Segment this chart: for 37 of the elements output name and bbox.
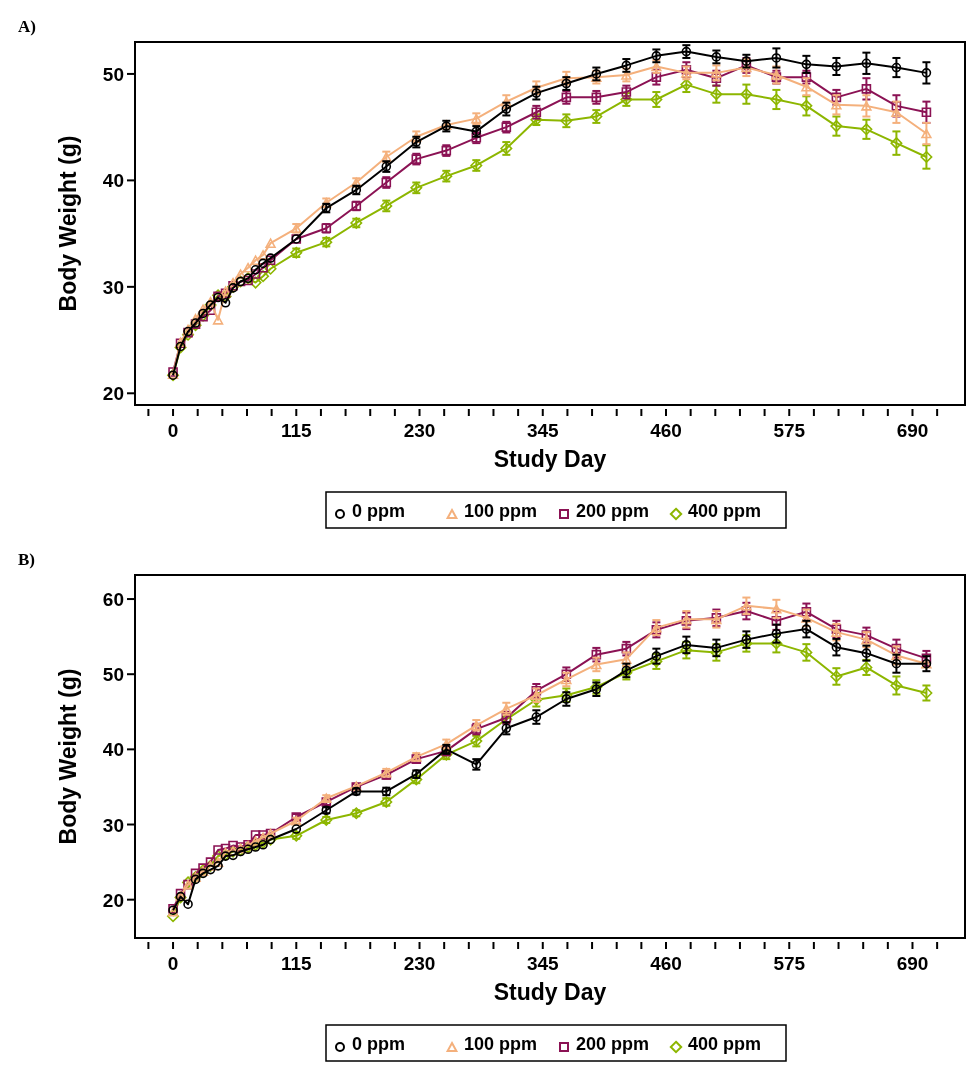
legend-label: 200 ppm — [576, 1034, 650, 1054]
x-tick-label: 115 — [280, 420, 313, 441]
y-tick-label: 40 — [102, 739, 124, 761]
chart-title: B) — [18, 550, 35, 569]
x-tick-label: 230 — [403, 420, 436, 441]
y-tick-label: 20 — [102, 889, 124, 911]
x-axis-title: Study Day — [493, 979, 607, 1005]
x-tick-label: 690 — [896, 953, 929, 974]
y-axis-title: Body Weight (g) — [55, 668, 81, 845]
x-tick-label: 460 — [650, 953, 682, 974]
x-axis-title: Study Day — [493, 446, 607, 472]
y-tick-label: 40 — [102, 170, 124, 192]
legend-label: 400 ppm — [688, 1034, 762, 1054]
y-tick-label: 50 — [102, 63, 124, 85]
legend-label: 200 ppm — [576, 501, 650, 521]
x-tick-label: 0 — [167, 953, 179, 974]
legend-label: 400 ppm — [688, 501, 762, 521]
y-tick-label: 60 — [102, 589, 124, 611]
x-tick-label: 345 — [526, 953, 560, 974]
legend-label: 0 ppm — [352, 1034, 406, 1054]
y-tick-label: 50 — [102, 664, 124, 686]
y-axis-title: Body Weight (g) — [55, 135, 81, 312]
legend-label: 100 ppm — [464, 501, 538, 521]
x-tick-label: 230 — [403, 953, 436, 974]
y-tick-label: 30 — [102, 814, 124, 836]
x-tick-label: 575 — [773, 420, 806, 441]
x-tick-label: 115 — [280, 953, 313, 974]
legend-label: 100 ppm — [464, 1034, 538, 1054]
y-tick-label: 30 — [102, 276, 124, 298]
x-tick-label: 345 — [526, 420, 560, 441]
x-tick-label: 460 — [650, 420, 682, 441]
legend-label: 0 ppm — [352, 501, 406, 521]
y-tick-label: 20 — [102, 383, 124, 405]
x-tick-label: 0 — [167, 420, 179, 441]
x-tick-label: 575 — [773, 953, 806, 974]
x-tick-label: 690 — [896, 420, 929, 441]
chart-title: A) — [18, 17, 36, 36]
